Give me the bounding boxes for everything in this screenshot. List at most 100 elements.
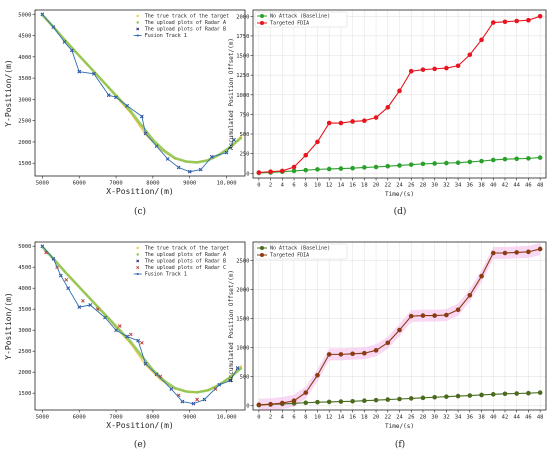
x-tick-label: 10 (314, 183, 321, 189)
y-tick-label: 2000 (236, 14, 249, 20)
figure-caption: (d) (394, 206, 407, 217)
data-point-baseline (502, 391, 508, 397)
legend-label-fdia: Targeted FDIA (270, 21, 309, 27)
data-point-radarA (96, 74, 99, 77)
fusion-point (107, 94, 110, 97)
fusion-point (140, 115, 143, 118)
data-point-radarA (196, 391, 199, 394)
y-axis-label: Y-Position/(m) (4, 59, 13, 126)
fusion-point (188, 170, 191, 173)
y-tick-label: 4000 (18, 55, 31, 61)
x-tick-label: 9000 (183, 181, 196, 187)
x-tick-label: 0 (257, 183, 260, 189)
x-tick-label: 42 (502, 183, 509, 189)
data-point-baseline (373, 397, 379, 403)
legend-marker-radarC (136, 266, 140, 269)
data-point-baseline (432, 394, 437, 400)
y-tick-label: 4000 (18, 286, 31, 292)
data-point-fdia (373, 348, 379, 353)
x-tick-label: 12 (326, 183, 333, 189)
data-point-baseline (444, 160, 449, 166)
data-point-radarA (96, 305, 99, 308)
data-point-fdia (502, 19, 508, 25)
x-tick-label: 36 (467, 415, 474, 421)
x-axis-label: X-Position/(m) (106, 421, 173, 430)
data-point-radarA (63, 270, 66, 273)
chart-panel-3: 5000 6000 7000 8000 9000 10,000 1500 2000 2500 30… (4, 241, 246, 450)
data-point-fdia (291, 164, 297, 170)
fusion-point (232, 138, 236, 141)
data-point-radarA (174, 157, 176, 160)
legend-label-radarA: The upload plots of Radar A (145, 20, 226, 26)
data-point-fdia (256, 170, 262, 175)
y-tick-label: 1500 (18, 391, 31, 397)
data-point-fdia (455, 63, 461, 69)
fusion-point (192, 402, 195, 405)
x-tick-label: 12 (326, 415, 333, 421)
legend-box (254, 243, 348, 260)
data-point-fdia (479, 37, 484, 43)
y-tick-label: 1250 (236, 73, 249, 79)
legend-marker-radarA (136, 21, 139, 24)
chart-panel-4: 0 2 4 6 8 10 12 14 16 18 20 22 24 26 28 30 32 34 36 38 40 42 4… (228, 241, 547, 450)
x-tick-label: 16 (349, 183, 356, 189)
data-point-baseline (385, 163, 391, 169)
data-point-baseline (490, 392, 496, 397)
x-tick-label: 6000 (73, 181, 86, 187)
legend-marker-radarB (136, 27, 140, 31)
data-point-baseline (479, 392, 484, 398)
data-point-baseline (514, 391, 519, 396)
data-point-baseline (326, 166, 332, 172)
data-point-fdia (432, 66, 437, 72)
data-point-fdia (350, 119, 355, 124)
legend-marker-fdia (260, 253, 264, 257)
legend-label-baseline: No Attack (Baseline) (270, 14, 330, 20)
x-tick-label: 40 (490, 415, 497, 421)
data-point-fdia (408, 68, 414, 74)
data-point-baseline (350, 399, 355, 404)
series-fusion (41, 13, 236, 173)
data-point-fdia (526, 17, 531, 23)
legend-marker-radarA (136, 253, 139, 256)
data-point-fdia (455, 307, 461, 313)
data-point-fdia (397, 327, 402, 333)
legend-label-true: The true track of the target (145, 246, 229, 252)
data-point-fdia (268, 401, 273, 407)
legend-marker-baseline (260, 14, 264, 18)
data-point-radarC (195, 397, 199, 402)
x-tick-label: 10 (314, 415, 321, 421)
fusion-point (177, 166, 180, 169)
y-tick-label: 5000 (18, 244, 31, 250)
x-tick-label: 28 (420, 415, 427, 421)
y-tick-label: 1750 (236, 34, 249, 40)
x-axis-label: Time/(s) (385, 423, 414, 430)
fusion-point (170, 387, 173, 391)
data-point-baseline (291, 168, 297, 174)
data-point-radarA (85, 294, 88, 296)
data-point-radarA (185, 160, 187, 163)
data-point-fdia (303, 152, 309, 158)
x-tick-label: 5000 (36, 415, 49, 421)
x-tick-label: 4 (281, 415, 285, 421)
legend-marker-fdia (260, 21, 264, 25)
fusion-point (92, 72, 96, 75)
data-point-baseline (526, 156, 531, 161)
x-tick-label: 20 (373, 183, 380, 189)
fusion-point (78, 306, 81, 309)
legend: No Attack (Baseline)Targeted FDIA (254, 243, 348, 260)
y-tick-label: 3000 (18, 97, 31, 103)
data-point-radarA (85, 62, 88, 65)
fusion-point (114, 329, 118, 332)
x-tick-label: 28 (420, 183, 427, 189)
y-tick-label: 2000 (18, 370, 31, 376)
legend-box (254, 11, 348, 28)
x-tick-label: 30 (431, 183, 438, 189)
x-tick-label: 26 (408, 415, 415, 421)
x-tick-label: 40 (490, 183, 497, 189)
figure-caption: (f) (395, 439, 405, 450)
data-point-baseline (514, 156, 519, 162)
fusion-point (126, 335, 129, 338)
y-tick-label: 0 (246, 403, 249, 409)
